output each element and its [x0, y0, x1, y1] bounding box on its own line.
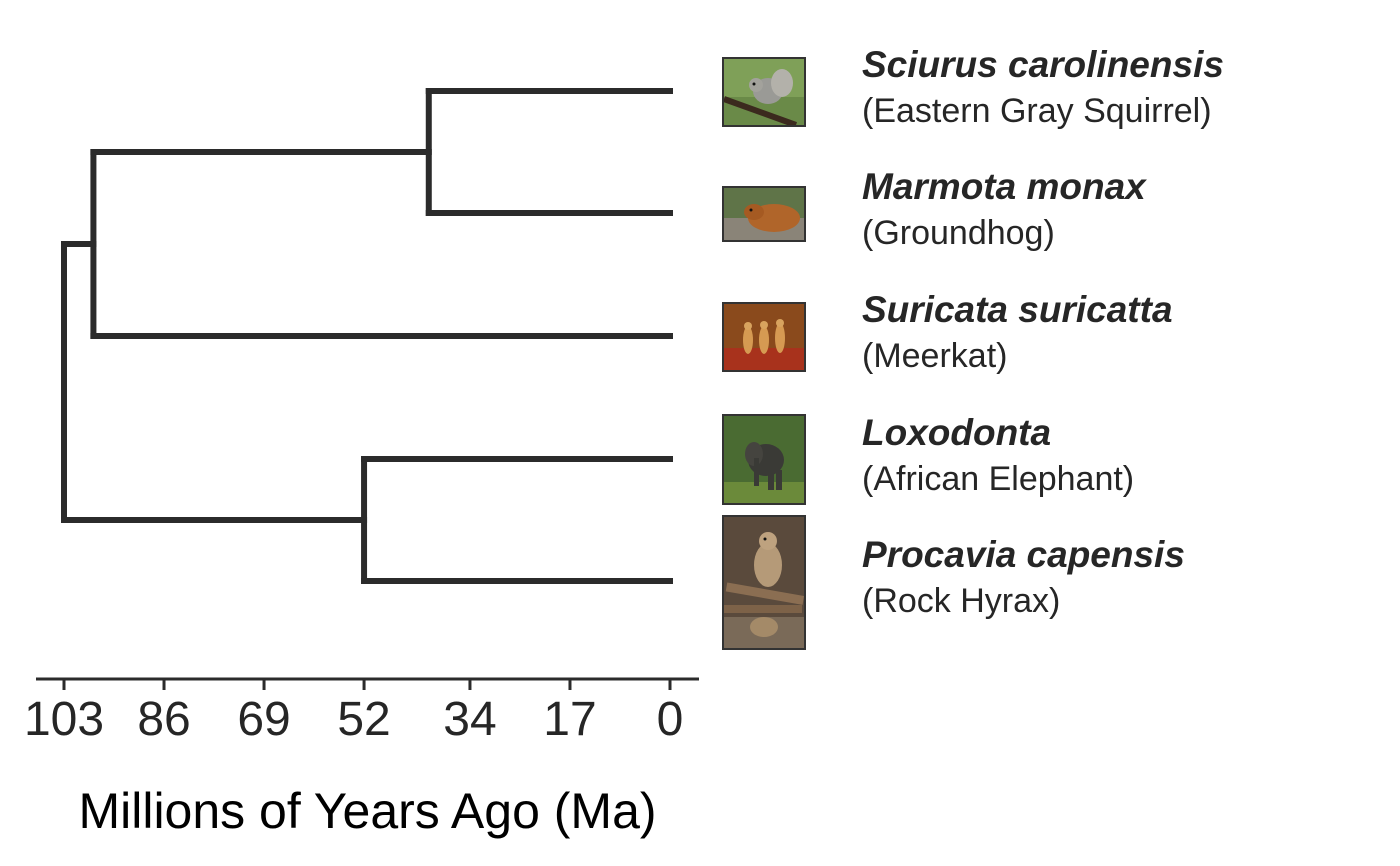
tree-branches — [61, 88, 673, 584]
axis-tick-label: 17 — [543, 693, 596, 746]
scientific-name: Procavia capensis — [862, 534, 1185, 575]
scientific-name: Suricata suricatta — [862, 289, 1173, 330]
taxon-label-squirrel: Sciurus carolinensis (Eastern Gray Squir… — [862, 42, 1224, 134]
axis-title: Millions of Years Ago (Ma) — [78, 783, 657, 839]
scientific-name: Sciurus carolinensis — [862, 44, 1224, 85]
axis-tick-label: 34 — [443, 693, 496, 746]
scientific-name: Marmota monax — [862, 166, 1146, 207]
common-name: (Meerkat) — [862, 337, 1008, 375]
axis-tick-label: 52 — [337, 693, 390, 746]
groundhog-photo — [722, 186, 806, 242]
taxon-label-hyrax: Procavia capensis (Rock Hyrax) — [862, 532, 1185, 624]
axis-tick-label: 0 — [657, 693, 684, 746]
axis-tick-label: 69 — [237, 693, 290, 746]
time-axis: 103 86 69 52 34 17 0 — [24, 677, 699, 746]
taxon-label-meerkat: Suricata suricatta (Meerkat) — [862, 287, 1173, 379]
scientific-name: Loxodonta — [862, 412, 1052, 453]
meerkat-photo — [722, 302, 806, 372]
taxon-label-elephant: Loxodonta (African Elephant) — [862, 410, 1134, 502]
axis-tick-label: 103 — [24, 693, 104, 746]
squirrel-photo — [722, 57, 806, 127]
phylogenetic-tree: 103 86 69 52 34 17 0 — [24, 88, 699, 746]
taxon-label-groundhog: Marmota monax (Groundhog) — [862, 164, 1146, 256]
common-name: (Eastern Gray Squirrel) — [862, 92, 1212, 130]
elephant-photo — [722, 414, 806, 505]
axis-tick-label: 86 — [137, 693, 190, 746]
common-name: (African Elephant) — [862, 460, 1135, 498]
common-name: (Groundhog) — [862, 214, 1055, 252]
common-name: (Rock Hyrax) — [862, 582, 1061, 620]
hyrax-photo — [722, 515, 806, 650]
